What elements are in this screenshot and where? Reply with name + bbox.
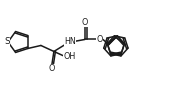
Text: S: S [4, 38, 10, 46]
Text: O: O [82, 18, 88, 27]
Text: OH: OH [64, 52, 76, 61]
Text: HN: HN [64, 37, 76, 46]
Text: O: O [49, 64, 55, 73]
Text: O: O [97, 35, 103, 44]
